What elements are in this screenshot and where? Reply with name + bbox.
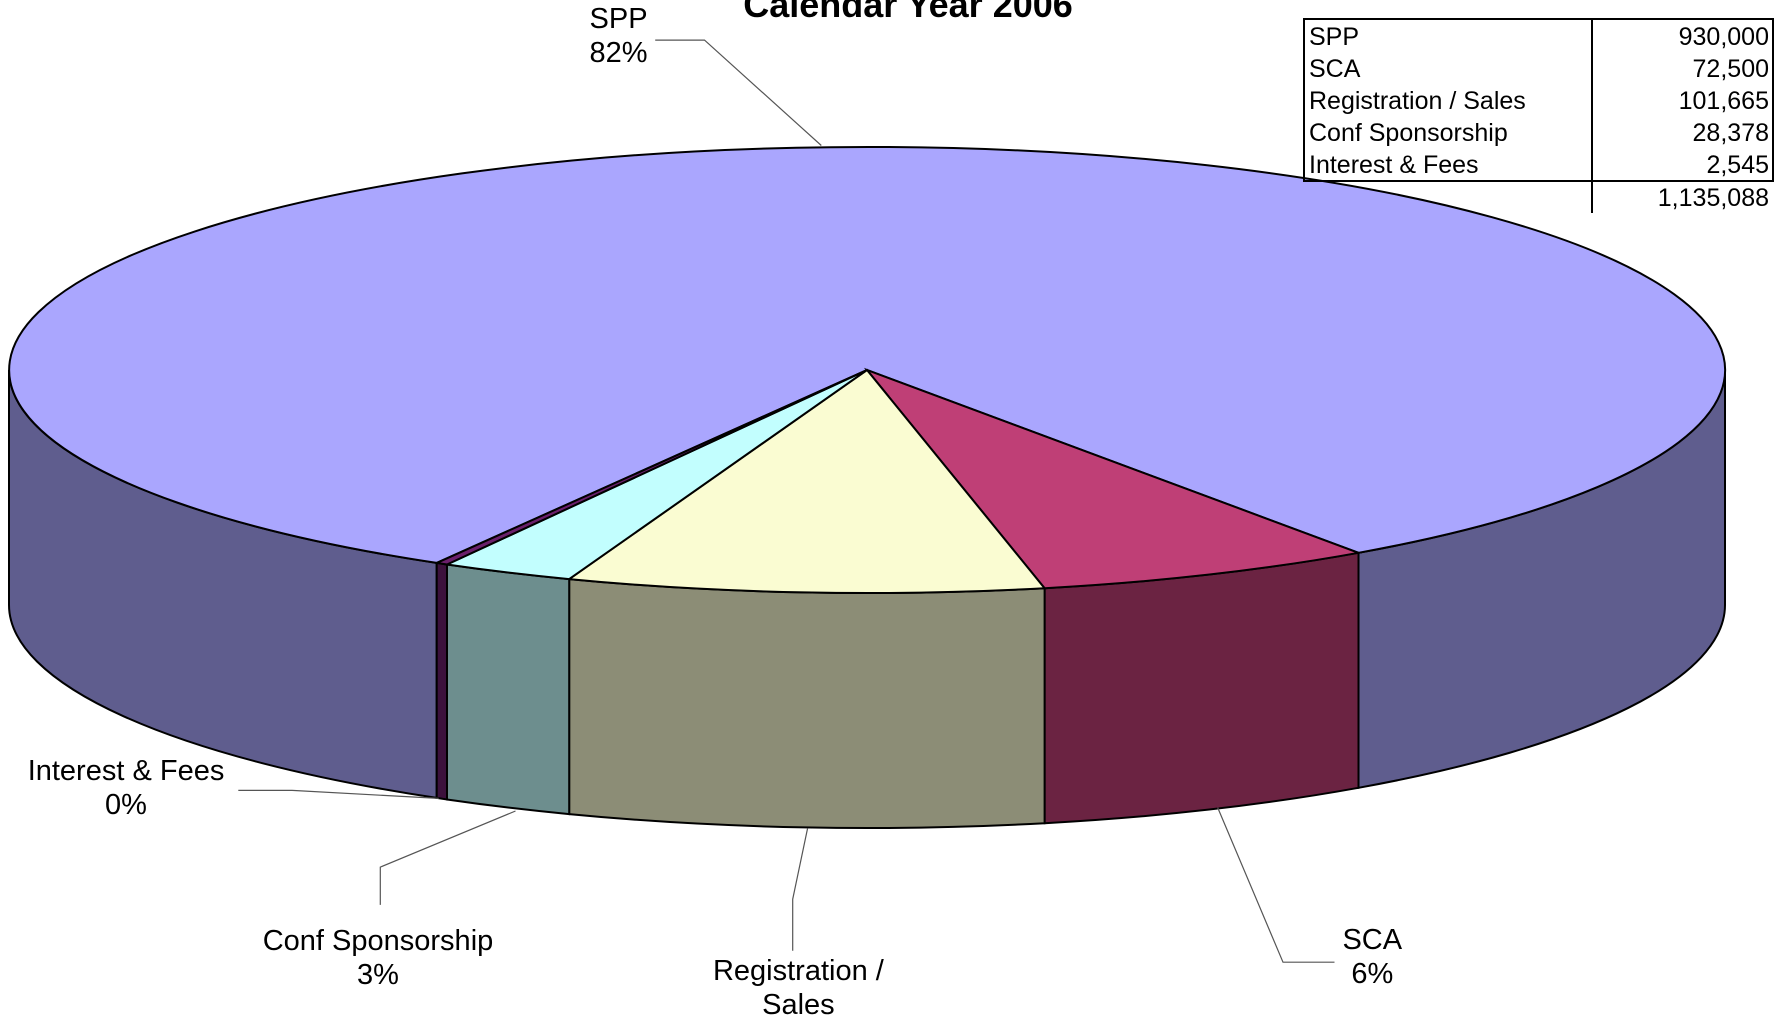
table-cell: Registration / Sales	[1309, 87, 1526, 115]
table-cell: 72,500	[1692, 55, 1769, 83]
slice-label: SPP 82%	[519, 2, 719, 70]
leader-line	[238, 789, 439, 799]
slice-label: SCA 6%	[1272, 923, 1472, 991]
slice-side	[435, 561, 448, 801]
table-cell: SPP	[1309, 23, 1360, 51]
slice	[863, 367, 1363, 590]
slice-side	[568, 577, 1046, 829]
table-cell: 2,545	[1706, 151, 1769, 179]
value-label: 82%	[589, 37, 648, 70]
category-label: SPP	[589, 3, 648, 36]
slice-side	[1043, 551, 1360, 825]
table-cell: 101,665	[1678, 87, 1769, 115]
category-label: SCA	[1342, 924, 1403, 957]
leader-line	[792, 828, 809, 951]
slice	[8, 145, 1727, 564]
category-label: Conf Sponsorship	[262, 925, 494, 958]
table-cell: Conf Sponsorship	[1309, 119, 1508, 147]
table-total: 1,135,088	[1657, 184, 1769, 212]
chart-title: Calendar Year 2006	[743, 0, 1073, 25]
table-cell: 930,000	[1678, 23, 1769, 51]
value-label: 0%	[105, 788, 147, 821]
value-label: 3%	[357, 959, 399, 992]
slice	[566, 368, 1047, 594]
table-border	[1303, 18, 1774, 182]
slice-label: Registration / Sales	[696, 954, 901, 1022]
slice	[433, 369, 868, 566]
slice-label: Interest & Fees 0%	[0, 754, 256, 822]
leader-line	[655, 39, 822, 146]
table-cell: 28,378	[1692, 119, 1769, 147]
table-cell: Interest & Fees	[1309, 151, 1479, 179]
leader-line	[1217, 807, 1335, 963]
category-label: Interest & Fees	[27, 754, 225, 787]
value-label: 6%	[1351, 958, 1394, 991]
slice-side	[446, 563, 571, 816]
leader-line	[379, 810, 516, 905]
category-label: Registration / Sales	[712, 955, 884, 1022]
table-cell: SCA	[1309, 55, 1361, 83]
slice-label: Conf Sponsorship 3%	[228, 924, 528, 992]
